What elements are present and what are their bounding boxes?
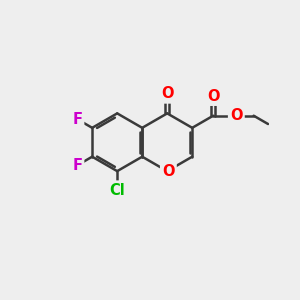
Text: O: O [207,89,220,104]
Text: F: F [72,112,82,127]
Text: O: O [162,164,175,178]
Text: O: O [230,108,243,123]
Text: Cl: Cl [109,183,125,198]
Text: O: O [161,86,173,101]
Text: F: F [72,158,82,173]
